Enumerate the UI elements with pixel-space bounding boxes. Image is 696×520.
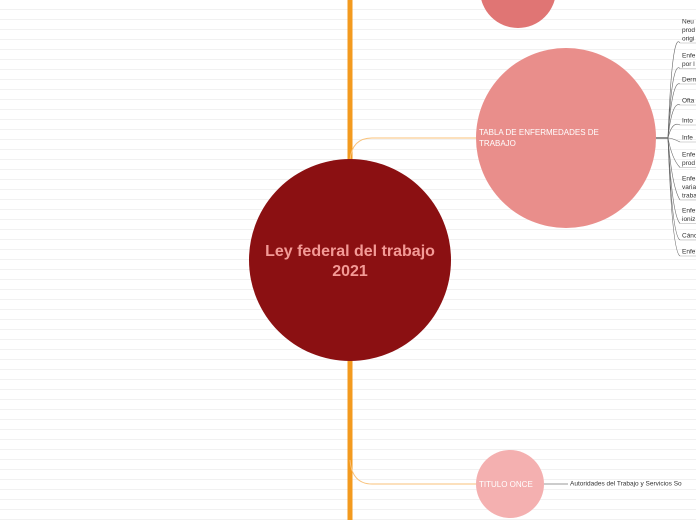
leaf-text: Enfe [682,176,696,183]
branch-node [476,48,656,228]
leaf-text: Enfe [682,152,696,159]
central-node [249,159,451,361]
leaf-text: origi [682,36,694,43]
leaf-connector [667,83,681,139]
central-label: Ley federal del trabajo 2021 [265,243,435,280]
leaf-text: Enfe [682,53,696,60]
branch-node [476,450,544,518]
leaf-connector [667,104,681,139]
leaf-connector [667,137,681,257]
leaf-text: prod [682,27,695,34]
leaf-text: prod [682,160,695,167]
leaf-text: Infe [682,135,693,142]
branch-label: TITULO ONCE [479,480,533,489]
leaf-text: Autoridades del Trabajo y Servicios So [570,481,682,488]
leaf-connector [667,137,681,143]
node [481,0,555,28]
leaf-text: Neu [682,19,694,26]
connector [349,459,478,485]
leaf-text: Into [682,118,693,125]
leaf-connector [667,137,681,201]
leaf-text: por l [682,61,695,68]
leaf-connector [667,67,681,139]
leaf-text: traba [682,193,696,200]
leaf-text: Derm [682,77,696,84]
leaf-text: Ofta [682,98,695,105]
leaf-connector [667,137,681,241]
leaf-text: varia [682,184,696,191]
branch-label: TABLA DE ENFERMEDADES DE TRABAJO [479,128,599,148]
leaf-connector [667,124,681,139]
leaf-text: Enfe [682,249,696,256]
leaf-text: Cánc [682,233,696,240]
leaf-connector [667,137,681,168]
leaf-text: Enfe [682,208,696,215]
leaf-text: ioniz [682,216,695,223]
connector [349,137,478,161]
leaf-connector [667,41,681,139]
